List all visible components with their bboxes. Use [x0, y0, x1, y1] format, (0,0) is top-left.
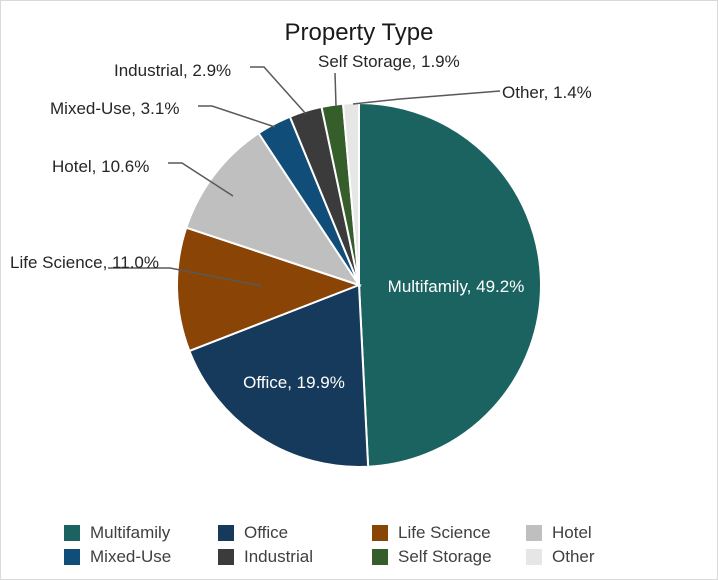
pie-slice-office	[188, 283, 370, 468]
legend-label: Mixed-Use	[90, 547, 172, 566]
legend-swatch	[526, 525, 542, 541]
legend-label: Industrial	[244, 547, 313, 566]
legend-swatch	[218, 549, 234, 565]
leader-lines	[108, 66, 501, 287]
leader-line-life-science	[108, 267, 263, 287]
chart-title: Property Type	[285, 19, 434, 46]
legend-label: Multifamily	[90, 523, 171, 542]
leader-line-industrial	[250, 66, 307, 115]
legend-label: Self Storage	[398, 547, 492, 566]
pie-slices	[176, 101, 542, 468]
legend-swatch	[64, 525, 80, 541]
leader-line-hotel	[168, 162, 234, 197]
chart-legend: Multifamily Office Life Science Hotel Mixed-…	[64, 522, 624, 570]
leader-line-mixed-use	[198, 105, 276, 128]
legend-label: Life Science	[398, 523, 491, 542]
pie-slice-life-science	[176, 226, 362, 353]
legend-swatch	[526, 549, 542, 565]
legend-label: Hotel	[552, 523, 592, 542]
legend-item-industrial: Industrial	[218, 546, 313, 568]
legend-swatch	[372, 525, 388, 541]
data-label-multifamily: Multifamily, 49.2%	[388, 277, 525, 296]
data-label-life-science: Life Science, 11.0%	[10, 253, 159, 272]
legend-label: Other	[552, 547, 595, 566]
legend-item-multifamily: Multifamily	[64, 522, 170, 544]
legend-item-hotel: Hotel	[526, 522, 592, 544]
legend-swatch	[64, 549, 80, 565]
pie-slice-multifamily	[358, 101, 542, 468]
legend-label: Office	[244, 523, 289, 542]
leader-line-self-storage	[334, 72, 337, 107]
legend-swatch	[372, 549, 388, 565]
data-label-office: Office, 19.9%	[243, 373, 345, 392]
legend-item-self-storage: Self Storage	[372, 546, 492, 568]
pie-slice-hotel	[184, 131, 362, 287]
data-label-hotel: Hotel, 10.6%	[52, 157, 149, 176]
legend-item-office: Office	[218, 522, 288, 544]
legend-item-other: Other	[526, 546, 595, 568]
data-label-industrial: Industrial, 2.9%	[114, 61, 231, 80]
data-label-mixed-use: Mixed-Use, 3.1%	[50, 99, 179, 118]
data-labels: Multifamily, 49.2% Office, 19.9% Life Scie…	[10, 52, 592, 392]
data-label-self-storage: Self Storage, 1.9%	[318, 52, 460, 71]
legend-swatch	[218, 525, 234, 541]
legend-item-life-science: Life Science	[372, 522, 491, 544]
leader-line-other	[352, 90, 501, 105]
legend-item-mixed-use: Mixed-Use	[64, 546, 171, 568]
data-label-other: Other, 1.4%	[502, 83, 592, 102]
